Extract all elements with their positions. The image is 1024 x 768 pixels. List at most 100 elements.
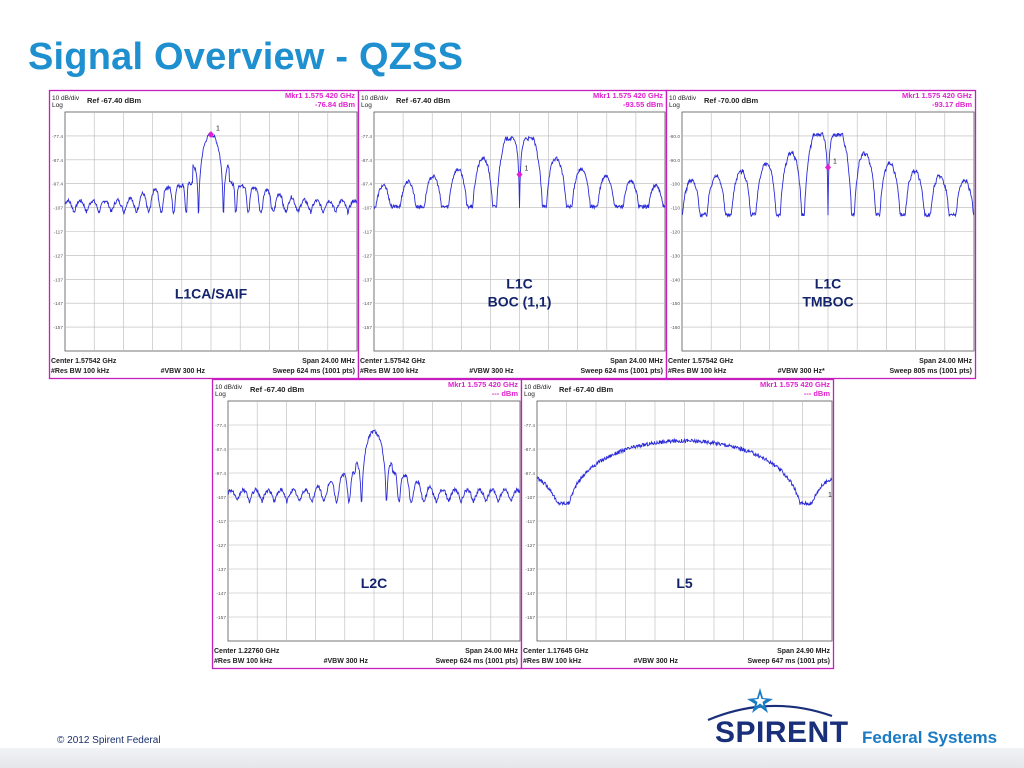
span-label: Span 24.00 MHz — [919, 358, 972, 365]
y-tick-label: -77.4 — [361, 134, 372, 140]
y-tick-label: -107 — [525, 495, 535, 501]
scale-mode-label: Log — [215, 391, 226, 398]
slide-title: Signal Overview - QZSS — [28, 36, 464, 78]
rbw-label: #Res BW 100 kHz — [51, 368, 110, 375]
signal-name-label: L5 — [676, 575, 693, 591]
y-tick-label: -97.4 — [524, 471, 535, 477]
y-tick-label: -127 — [216, 543, 226, 549]
y-tick-label: -117 — [217, 519, 227, 525]
span-label: Span 24.00 MHz — [610, 358, 663, 365]
y-tick-label: -150 — [670, 301, 680, 307]
y-tick-label: -160 — [670, 325, 680, 331]
center-freq-label: Center 1.22760 GHz — [214, 648, 280, 655]
ref-level-label: Ref -67.40 dBm — [559, 385, 614, 394]
footer-band — [0, 748, 1024, 768]
rbw-label: #Res BW 100 kHz — [668, 368, 727, 375]
y-tick-label: -80.0 — [669, 134, 680, 140]
ref-level-label: Ref -70.00 dBm — [704, 96, 759, 105]
panel-l2c: 10 dB/div Log Ref -67.40 dBm Mkr1 1.575 420… — [211, 378, 523, 670]
y-tick-label: -97.4 — [52, 182, 63, 188]
span-label: Span 24.90 MHz — [777, 648, 830, 655]
y-tick-label: -157 — [525, 615, 535, 621]
y-tick-label: -100 — [670, 182, 680, 188]
y-tick-label: -117 — [54, 230, 64, 236]
sweep-label: Sweep 647 ms (1001 pts) — [748, 658, 831, 665]
center-freq-label: Center 1.57542 GHz — [668, 358, 734, 365]
y-tick-label: -87.4 — [361, 158, 372, 164]
y-tick-label: -90.0 — [669, 158, 680, 164]
logo-subtitle: Federal Systems — [862, 728, 998, 747]
signal-name-label: L1C — [506, 275, 532, 291]
marker-level-label: -93.17 dBm — [932, 100, 972, 109]
y-tick-label: -130 — [670, 253, 680, 259]
panel-l1ca: 10 dB/div Log Ref -67.40 dBm Mkr1 1.575 420… — [48, 89, 360, 380]
y-tick-label: -157 — [53, 325, 63, 331]
y-tick-label: -147 — [525, 591, 535, 597]
rbw-label: #Res BW 100 kHz — [214, 658, 273, 665]
marker-diamond — [516, 170, 523, 178]
vbw-label: #VBW 300 Hz — [469, 368, 514, 375]
y-tick-label: -120 — [670, 230, 680, 236]
ref-level-label: Ref -67.40 dBm — [250, 385, 305, 394]
signal-modulation-label: BOC (1,1) — [488, 293, 552, 309]
marker-freq-label: Mkr1 1.575 420 GHz — [285, 91, 355, 100]
y-tick-label: -97.4 — [215, 471, 226, 477]
center-freq-label: Center 1.57542 GHz — [51, 358, 117, 365]
y-tick-label: -137 — [525, 567, 535, 573]
vbw-label: #VBW 300 Hz — [161, 368, 206, 375]
spectrum-trace — [373, 135, 666, 210]
signal-name-label: L2C — [361, 575, 387, 591]
marker-level-label: --- dBm — [492, 389, 519, 398]
y-tick-label: -140 — [670, 277, 680, 283]
rbw-label: #Res BW 100 kHz — [360, 368, 419, 375]
scale-mode-label: Log — [669, 102, 680, 109]
signal-modulation-label: TMBOC — [802, 293, 853, 309]
y-tick-label: -107 — [216, 495, 226, 501]
ref-level-label: Ref -67.40 dBm — [87, 96, 142, 105]
y-tick-label: -147 — [362, 301, 372, 307]
marker-level-label: --- dBm — [804, 389, 831, 398]
marker-freq-label: Mkr1 1.575 420 GHz — [593, 91, 663, 100]
scale-label: 10 dB/div — [524, 384, 552, 391]
marker-level-label: -93.55 dBm — [623, 100, 663, 109]
span-label: Span 24.00 MHz — [302, 358, 355, 365]
vbw-label: #VBW 300 Hz — [324, 658, 369, 665]
y-tick-label: -137 — [362, 277, 372, 283]
center-freq-label: Center 1.17645 GHz — [523, 648, 589, 655]
y-tick-label: -77.4 — [215, 423, 226, 429]
marker-number-label: 1 — [216, 126, 220, 133]
marker-freq-label: Mkr1 1.575 420 GHz — [902, 91, 972, 100]
y-tick-label: -157 — [362, 325, 372, 331]
logo-star-icon — [707, 688, 833, 722]
sweep-label: Sweep 624 ms (1001 pts) — [581, 368, 664, 375]
sweep-label: Sweep 624 ms (1001 pts) — [436, 658, 519, 665]
sweep-label: Sweep 624 ms (1001 pts) — [273, 368, 356, 375]
spectrum-trace — [227, 429, 520, 505]
marker-number-label: 1 — [833, 158, 837, 165]
sweep-label: Sweep 805 ms (1001 pts) — [890, 368, 973, 375]
y-tick-label: -117 — [363, 230, 373, 236]
y-tick-label: -87.4 — [524, 447, 535, 453]
marker-diamond — [825, 163, 831, 171]
marker-freq-label: Mkr1 1.575 420 GHz — [448, 380, 518, 389]
y-tick-label: -117 — [526, 519, 536, 525]
y-tick-label: -107 — [53, 206, 63, 212]
spectrum-trace — [536, 437, 833, 507]
scale-label: 10 dB/div — [361, 95, 389, 102]
marker-diamond — [208, 131, 214, 139]
spirent-logo: SPIRENT Federal Systems — [700, 686, 1020, 756]
copyright-text: © 2012 Spirent Federal — [57, 735, 161, 746]
panel-l1c-boc: 10 dB/div Log Ref -67.40 dBm Mkr1 1.575 420… — [357, 89, 668, 380]
marker-freq-label: Mkr1 1.575 420 GHz — [760, 380, 830, 389]
y-tick-label: -87.4 — [215, 447, 226, 453]
spectrum-trace — [681, 131, 975, 219]
signal-name-label: L1CA/SAIF — [175, 285, 248, 301]
scale-label: 10 dB/div — [669, 95, 697, 102]
y-tick-label: -147 — [216, 591, 226, 597]
scale-mode-label: Log — [524, 391, 535, 398]
y-tick-label: -127 — [53, 253, 63, 259]
